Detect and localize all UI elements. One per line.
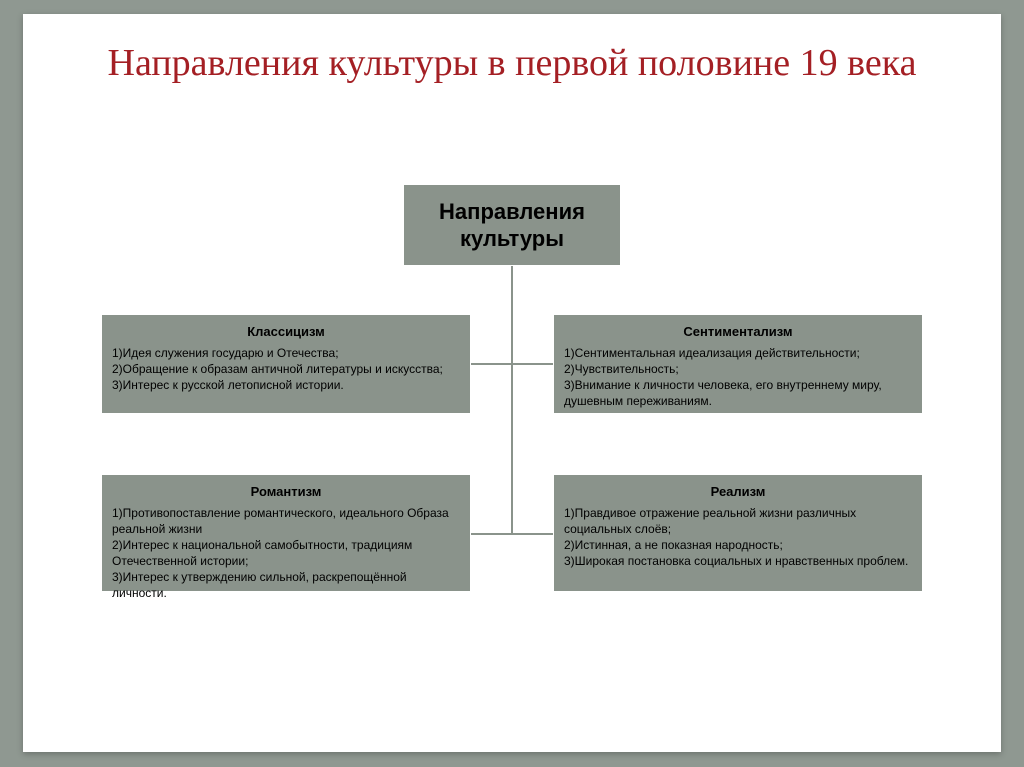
branch-point: 2)Обращение к образам античной литератур… [112, 361, 460, 377]
branch-sentimentalism: Сентиментализм 1)Сентиментальная идеализ… [553, 314, 923, 414]
branch-point: 3)Внимание к личности человека, его внут… [564, 377, 912, 409]
branch-title: Реализм [564, 483, 912, 501]
root-label: Направления культуры [414, 198, 610, 253]
branch-realism: Реализм 1)Правдивое отражение реальной ж… [553, 474, 923, 592]
branch-point: 2)Чувствительность; [564, 361, 912, 377]
branch-point: 1)Правдивое отражение реальной жизни раз… [564, 505, 912, 537]
root-node: Направления культуры [403, 184, 621, 266]
branch-point: 2)Интерес к национальной самобытности, т… [112, 537, 460, 569]
branch-point: 1)Идея служения государю и Отечества; [112, 345, 460, 361]
branch-title: Сентиментализм [564, 323, 912, 341]
branch-point: 3)Широкая постановка социальных и нравст… [564, 553, 912, 569]
slide: Направления культуры в первой половине 1… [23, 14, 1001, 752]
branch-title: Классицизм [112, 323, 460, 341]
branch-point: 3)Интерес к утверждению сильной, раскреп… [112, 569, 460, 601]
branch-point: 1)Сентиментальная идеализация действител… [564, 345, 912, 361]
branch-point: 1)Противопоставление романтического, иде… [112, 505, 460, 537]
branch-point: 3)Интерес к русской летописной истории. [112, 377, 460, 393]
branch-title: Романтизм [112, 483, 460, 501]
branch-point: 2)Истинная, а не показная народность; [564, 537, 912, 553]
page-title: Направления культуры в первой половине 1… [23, 42, 1001, 86]
branch-romanticism: Романтизм 1)Противопоставление романтиче… [101, 474, 471, 592]
branch-classicism: Классицизм 1)Идея служения государю и От… [101, 314, 471, 414]
